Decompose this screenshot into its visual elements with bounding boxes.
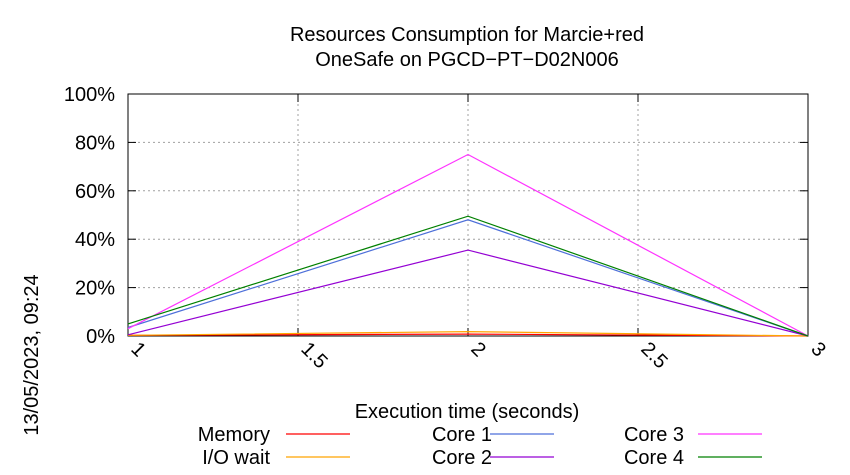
series-line-core-3: [127, 153, 809, 337]
legend-label: Core 1: [432, 424, 492, 446]
series-line-core-1: [127, 219, 809, 337]
axes: [127, 93, 809, 337]
x-tick-label: 3: [806, 338, 829, 361]
tick-labels: 0% 20% 40% 60% 80% 100% 1 1.5 2 2.5 3: [64, 84, 830, 373]
legend-item-core-2: Core 2: [432, 447, 554, 469]
legend-label: Core 2: [432, 447, 492, 469]
x-tick-label: 1: [126, 338, 149, 361]
legend-item-core-4: Core 4: [624, 447, 762, 469]
plot-frame: [127, 93, 809, 337]
legend-item-i-o-wait: I/O wait: [202, 447, 350, 469]
series-line-memory: [127, 333, 809, 337]
series-line-core-4: [127, 215, 809, 337]
legend-label: Memory: [198, 424, 270, 446]
x-tick-label: 1.5: [296, 338, 331, 373]
series-line-i-o-wait: [127, 330, 809, 337]
legend-item-memory: Memory: [198, 424, 350, 446]
y-tick-label: 80%: [75, 132, 115, 154]
y-tick-label: 40%: [75, 229, 115, 251]
grid: [128, 94, 808, 336]
legend-item-core-1: Core 1: [432, 424, 554, 446]
legend-label: Core 3: [624, 424, 684, 446]
legend-label: Core 4: [624, 447, 684, 469]
chart-title: Resources Consumption for Marcie+red: [290, 24, 644, 46]
x-axis-label: Execution time (seconds): [355, 401, 580, 423]
x-tick-label: 2.5: [636, 338, 671, 373]
y-tick-label: 0%: [86, 326, 115, 348]
x-tick-label: 2: [466, 338, 489, 361]
legend-item-core-3: Core 3: [624, 424, 762, 446]
chart-subtitle: OneSafe on PGCD−PT−D02N006: [315, 49, 619, 71]
series-lines: [127, 153, 809, 337]
y-tick-label: 20%: [75, 278, 115, 300]
series-line-core-2: [127, 249, 809, 337]
timestamp-label: 13/05/2023, 09:24: [21, 274, 43, 435]
y-tick-label: 100%: [64, 84, 115, 106]
legend-label: I/O wait: [202, 447, 270, 469]
y-tick-label: 60%: [75, 181, 115, 203]
